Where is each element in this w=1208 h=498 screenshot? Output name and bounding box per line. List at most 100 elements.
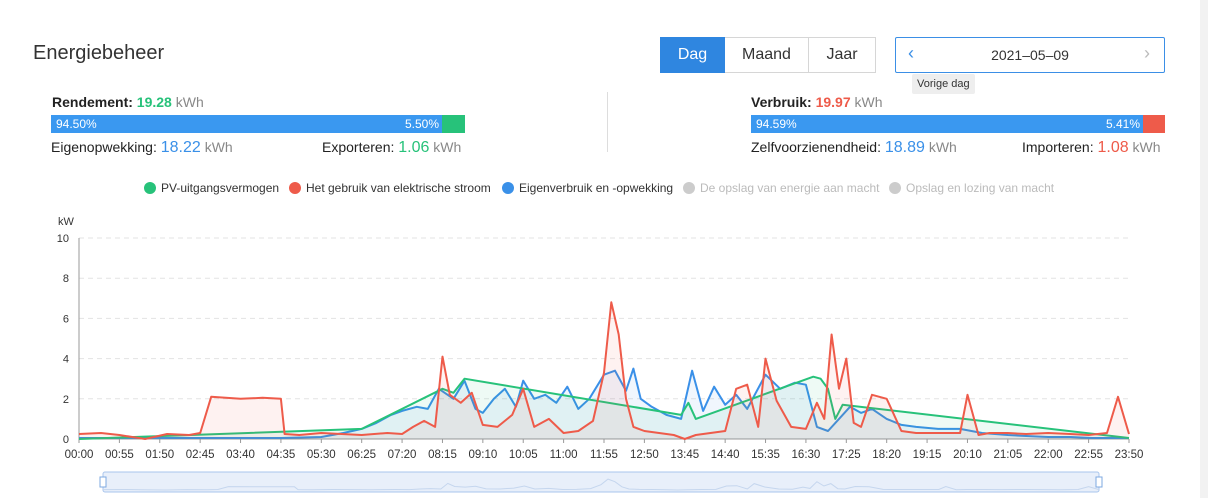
period-tabs: Dag Maand Jaar — [660, 37, 876, 73]
zelfvoorzienendheid-unit: kWh — [928, 139, 957, 155]
importeren-stat: Importeren: 1.08 kWh — [1022, 139, 1161, 157]
x-tick-label: 22:55 — [1074, 449, 1103, 461]
chevron-right-icon[interactable]: › — [1144, 43, 1150, 63]
date-value: 2021–05–09 — [991, 47, 1069, 63]
x-tick-label: 21:05 — [993, 449, 1022, 461]
verbruik-bar-right-label: 5.41% — [1105, 117, 1140, 131]
rendement-bar-left-label: 94.50% — [56, 117, 97, 131]
tab-dag[interactable]: Dag — [660, 37, 725, 73]
x-tick-label: 13:45 — [670, 449, 699, 461]
rendement-bar-rest — [442, 115, 465, 133]
eigenopwekking-value: 18.22 — [160, 139, 201, 156]
rendement-stat: Rendement: 19.28 kWh — [52, 94, 204, 110]
verbruik-unit: kWh — [854, 94, 883, 110]
zoom-slider-preview — [102, 478, 1100, 491]
x-tick-label: 11:55 — [590, 449, 618, 461]
zoom-handle-left — [99, 476, 107, 488]
x-tick-label: 17:25 — [832, 449, 861, 461]
exporteren-stat: Exporteren: 1.06 kWh — [322, 139, 461, 157]
legend-label: De opslag van energie aan macht — [700, 181, 880, 195]
eigenopwekking-unit: kWh — [204, 139, 233, 155]
rendement-bar-right-label: 5.50% — [404, 117, 439, 131]
eigenopwekking-label: Eigenopwekking: — [51, 139, 157, 155]
zelfvoorzienendheid-value: 18.89 — [884, 139, 925, 156]
y-tick-label: 8 — [63, 273, 69, 285]
verbruik-value: 19.97 — [815, 94, 851, 110]
legend-dot-icon — [289, 182, 301, 194]
zoom-handle-right — [1095, 476, 1103, 488]
series-area — [79, 368, 1129, 439]
chevron-left-icon[interactable]: ‹ — [908, 43, 914, 63]
x-tick-label: 05:30 — [307, 449, 336, 461]
verbruik-label: Verbruik: — [751, 94, 812, 110]
x-tick-label: 12:50 — [630, 449, 659, 461]
x-tick-label: 11:00 — [550, 449, 578, 461]
legend-item-pv[interactable]: PV-uitgangsvermogen — [144, 181, 279, 195]
exporteren-value: 1.06 — [398, 139, 430, 156]
legend-label: Het gebruik van elektrische stroom — [306, 181, 491, 195]
rendement-bar: 94.50% 5.50% — [51, 115, 465, 133]
series-area — [79, 302, 1129, 439]
eigenopwekking-stat: Eigenopwekking: 18.22 kWh — [51, 139, 233, 157]
series-line — [78, 375, 1130, 440]
date-picker[interactable]: ‹ 2021–05–09 › — [895, 37, 1165, 73]
x-tick-label: 18:20 — [872, 449, 901, 461]
tooltip: Vorige dag — [912, 74, 975, 94]
legend-item-opslag-lozing[interactable]: Opslag en lozing van macht — [889, 181, 1054, 195]
rendement-unit: kWh — [175, 94, 204, 110]
legend-dot-icon — [683, 182, 695, 194]
rendement-label: Rendement: — [52, 94, 133, 110]
y-tick-label: 4 — [63, 354, 69, 366]
zoom-slider — [102, 471, 1100, 493]
verbruik-bar-left-label: 94.59% — [756, 117, 797, 131]
x-tick-label: 22:00 — [1034, 449, 1063, 461]
x-tick-label: 16:30 — [792, 449, 821, 461]
importeren-value: 1.08 — [1097, 139, 1129, 156]
tab-jaar[interactable]: Jaar — [809, 37, 876, 73]
tab-maand[interactable]: Maand — [725, 37, 809, 73]
legend-label: Eigenverbruik en -opwekking — [519, 181, 674, 195]
page-title: Energiebeheer — [33, 42, 165, 64]
x-tick-label: 00:55 — [105, 449, 134, 461]
x-tick-label: 23:50 — [1115, 449, 1144, 461]
x-tick-label: 15:35 — [751, 449, 780, 461]
legend-item-eigenverbruik[interactable]: Eigenverbruik en -opwekking — [502, 181, 673, 195]
importeren-label: Importeren: — [1022, 139, 1094, 155]
exporteren-label: Exporteren: — [322, 139, 395, 155]
x-tick-label: 02:45 — [186, 449, 215, 461]
x-tick-label: 07:20 — [388, 449, 417, 461]
rendement-value: 19.28 — [136, 94, 172, 110]
x-tick-label: 14:40 — [711, 449, 740, 461]
verbruik-bar: 94.59% 5.41% — [751, 115, 1165, 133]
x-tick-label: 00:00 — [65, 449, 94, 461]
y-tick-label: 0 — [63, 434, 69, 446]
series-line — [78, 301, 1130, 440]
legend-item-gebruik[interactable]: Het gebruik van elektrische stroom — [289, 181, 491, 195]
x-tick-label: 01:50 — [145, 449, 174, 461]
x-tick-label: 09:10 — [468, 449, 497, 461]
x-tick-label: 19:15 — [913, 449, 942, 461]
x-tick-label: 08:15 — [428, 449, 457, 461]
y-tick-label: 6 — [63, 313, 69, 325]
legend-item-opslag-aan[interactable]: De opslag van energie aan macht — [683, 181, 879, 195]
verbruik-bar-main: 94.59% 5.41% — [751, 115, 1143, 133]
importeren-unit: kWh — [1132, 139, 1161, 155]
x-tick-label: 06:25 — [347, 449, 376, 461]
verbruik-stat: Verbruik: 19.97 kWh — [751, 94, 883, 110]
zelfvoorzienendheid-stat: Zelfvoorzienendheid: 18.89 kWh — [751, 139, 957, 157]
series-area — [79, 376, 1129, 439]
x-tick-label: 10:05 — [509, 449, 538, 461]
y-axis-label: kW — [58, 216, 75, 228]
y-tick-label: 2 — [63, 394, 69, 406]
divider — [607, 92, 608, 152]
legend-label: Opslag en lozing van macht — [906, 181, 1055, 195]
x-tick-label: 03:40 — [226, 449, 255, 461]
exporteren-unit: kWh — [433, 139, 462, 155]
legend-label: PV-uitgangsvermogen — [161, 181, 280, 195]
zelfvoorzienendheid-label: Zelfvoorzienendheid: — [751, 139, 881, 155]
x-tick-label: 20:10 — [953, 449, 982, 461]
x-tick-label: 04:35 — [267, 449, 296, 461]
legend-dot-icon — [502, 182, 514, 194]
